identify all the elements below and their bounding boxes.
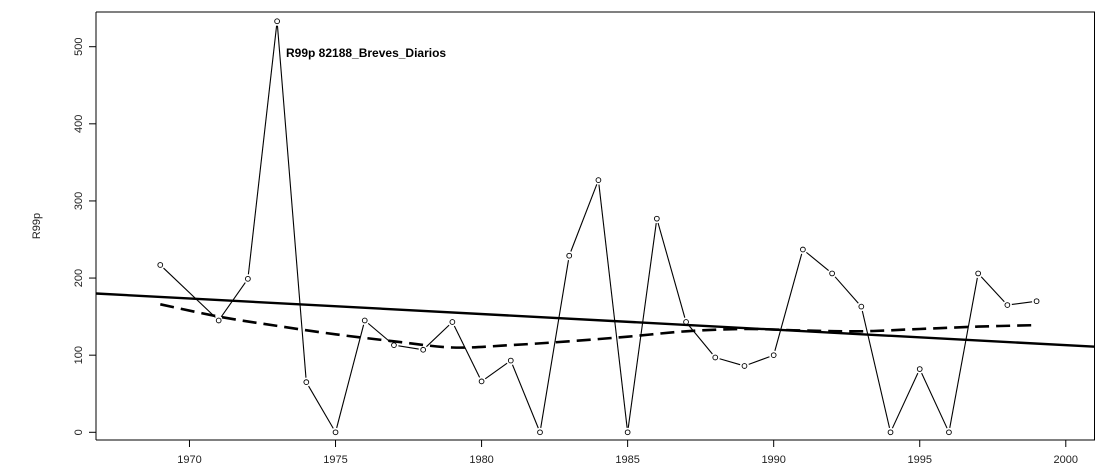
y-axis-label: R99p [31,213,43,239]
data-point [274,18,280,25]
data-point [566,252,573,259]
series-line-segment [598,184,628,428]
data-point [245,275,251,282]
y-tick-label: 500 [73,38,85,56]
series-line-segment [861,310,891,429]
data-point [770,352,777,359]
y-tick-label: 300 [73,192,85,210]
series-line-segment [276,25,307,378]
data-point [1033,298,1040,305]
y-tick-label: 100 [73,346,85,364]
series-line-segment [980,276,1005,303]
data-point [361,317,368,324]
data-point [1004,302,1011,308]
series-line-segment [719,358,741,366]
data-point [916,366,923,372]
data-point [946,429,952,436]
series-line-segment [426,324,450,348]
data-point [653,215,660,222]
y-tick-label: 400 [73,115,85,133]
data-point [712,354,719,361]
x-tick-label: 1990 [761,454,785,466]
series-line-segment [748,356,770,365]
series-line-segment [570,184,598,252]
series-line-segment [949,277,978,428]
series-line-segment [367,322,391,343]
data-point [507,357,514,364]
data-point [537,429,543,436]
data-point [478,378,485,385]
y-tick-label: 200 [73,269,85,287]
y-tick-label: 0 [73,429,85,435]
plot-layer: 1970 1975 1980 1985 1990 1995 2000 0 100 200 300 40… [73,11,1095,466]
data-point [595,177,602,183]
data-point [624,429,631,436]
linear-trend-line [95,292,1095,348]
series-line-segment [308,385,334,429]
series-line-segment [657,222,686,318]
x-tick-label: 2000 [1054,454,1078,466]
data-point [303,379,310,386]
data-point [157,262,164,268]
series-line-segment [834,276,859,304]
data-point [391,342,397,348]
series-line-segment [398,345,419,350]
chart-title: R99p 82188_Breves_Diarios [286,46,446,60]
series-line-segment [247,25,278,275]
series-line-segment [453,325,481,378]
series-line-segment [484,362,508,380]
series-line-segment [336,324,365,429]
series-line-segment [540,260,570,428]
series-line-segment [891,372,919,429]
x-tick-label: 1995 [907,454,931,466]
series-line-segment [921,372,948,429]
data-point [449,319,456,325]
x-tick-label: 1970 [177,454,201,466]
series-line-segment [1011,301,1033,306]
data-point [215,317,222,324]
data-point [975,270,982,277]
series-line-segment [511,364,539,429]
data-point [420,346,427,353]
data-point [829,270,835,277]
series-line-segment [627,223,657,428]
x-tick-label: 1980 [469,454,493,466]
data-point [332,429,339,436]
data-point [887,429,894,436]
series-line-segment [163,267,216,318]
x-tick-label: 1975 [323,454,347,466]
series-line-segment [806,251,829,272]
series-line-segment [774,253,803,351]
data-point [800,246,806,253]
x-tick-label: 1985 [615,454,639,466]
smoothed-trend-line [160,303,1037,349]
data-point [858,303,865,310]
data-point [741,363,748,369]
